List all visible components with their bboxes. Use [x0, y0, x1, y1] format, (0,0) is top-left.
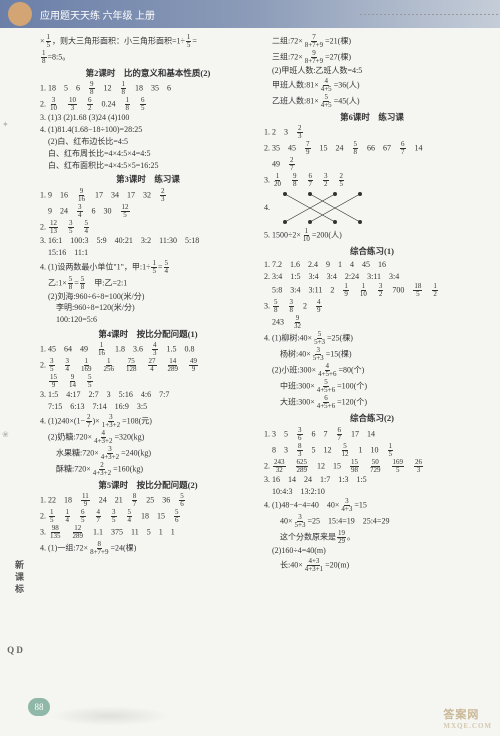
- text-line: 3. 58 38 2 49: [264, 299, 480, 314]
- text-line: 中班:300×54+5+6=100(个): [264, 379, 480, 394]
- text-line: 3. (1)3 (2)1.68 (3)24 (4)100: [40, 113, 256, 124]
- text-line: 100:120=5:6: [40, 315, 256, 326]
- text-line: 7:15 6:13 7:14 16:9 3:5: [40, 402, 256, 413]
- text-line: 8 3 83 5 12 512 1 10 15: [264, 443, 480, 458]
- text-line: 长:40×4+34+3+1=20(m): [264, 558, 480, 573]
- text-line: 3. 120 98 67 32 25: [264, 173, 480, 188]
- text-line: 2. 15 14 65 47 35 54 18 15 56: [40, 509, 256, 524]
- text-line: (2)白、红布边长比=4:5: [40, 137, 256, 148]
- left-tab-label: 新课标: [4, 560, 26, 596]
- section-title: 第5课时 按比分配问题(2): [40, 480, 256, 491]
- deco-icon: ✦: [2, 120, 32, 150]
- text-line: (2)160÷4=40(m): [264, 546, 480, 557]
- text-line: 243 932: [264, 315, 480, 330]
- text-line: 1. 3 5 36 6 7 67 17 14: [264, 427, 480, 442]
- text-line: 三组:72×98+7+9=27(棵): [264, 50, 480, 65]
- text-line: 2. 24332 625289 12 15 1598 50729 1695 26…: [264, 459, 480, 474]
- text-line: 2. 35 34 1169 1256 75128 274 14289 499: [40, 358, 256, 373]
- text-line: 5:8 3:4 3:11 2 19 110 32 700 185 12: [264, 283, 480, 298]
- text-line: 4. (1)一组:72×88+7+9=24(棵): [40, 541, 256, 556]
- text-line: 40×35+3=25 15:4=19 25:4=29: [264, 514, 480, 529]
- text-line: 二组:72×78+7+9=21(棵): [264, 34, 480, 49]
- text-line: 乙:1×58=58 甲:乙=2:1: [40, 276, 256, 291]
- text-line: 4. (1)81.4(1.68−18÷100)=28:25: [40, 125, 256, 136]
- text-line: 酥糖:720×24+3+2=160(kg): [40, 462, 256, 477]
- text-line: 2. 1213 35 54: [40, 220, 256, 235]
- header-title: 应用题天天练 六年级 上册: [40, 7, 155, 22]
- mascot-icon: [8, 2, 32, 26]
- text-line: (2)刘海:960÷6÷8=100(米/分): [40, 292, 256, 303]
- matching-diagram: [280, 189, 370, 227]
- section-title: 第4课时 按比分配问题(1): [40, 329, 256, 340]
- text-line: 3. 1:5 4:17 2:7 3 5:16 4:6 7:7: [40, 390, 256, 401]
- text-line: 这个分数原来是1929。: [264, 530, 480, 545]
- text-line: 5. 1500÷2×110=200(人): [264, 228, 480, 243]
- left-column: ×15，则大三角形面积：小三角形面积=1÷15= 18=8:5。 第2课时 比的…: [40, 34, 256, 574]
- content-area: ×15，则大三角形面积：小三角形面积=1÷15= 18=8:5。 第2课时 比的…: [0, 28, 500, 580]
- watermark: 答案网 MXQE.COM: [443, 706, 492, 730]
- text-line: 3. 98135 12289 1.1 375 11 5 1 1: [40, 525, 256, 540]
- text-line: 4. (1)48−4−4=40 40×34+3=15: [264, 498, 480, 513]
- text-line: (2)甲班人数:乙班人数=4:5: [264, 66, 480, 77]
- text-line: 4. (1)240×(1−27)×31+3+2=108(元): [40, 414, 256, 429]
- text-line: 李明:960÷8=120(米/分): [40, 303, 256, 314]
- text-line: 白、红布周长比=4×4:5×4=4:5: [40, 149, 256, 160]
- text-line: 1. 22 18 119 24 21 87 25 36 56: [40, 493, 256, 508]
- text-line: 大班:300×64+5+6=120(个): [264, 395, 480, 410]
- text-line: 4. (1)柳树:40×55+3=25(棵): [264, 331, 480, 346]
- text-line: 甲班人数:81×44+5=36(人): [264, 78, 480, 93]
- text-line: 9 24 34 6 30 125: [40, 204, 256, 219]
- text-line: 乙班人数:81×54+5=45(人): [264, 94, 480, 109]
- section-title: 综合练习(1): [264, 246, 480, 257]
- section-title: 第2课时 比的意义和基本性质(2): [40, 68, 256, 79]
- text-line: 10:4:3 13:2:10: [264, 487, 480, 498]
- text-line: 15:16 11:1: [40, 248, 256, 259]
- deco-icon-2: ❀: [2, 430, 32, 460]
- left-tab-sub: Q D: [6, 645, 24, 656]
- text-line: 1. 9 16 916 17 34 17 32 23: [40, 188, 256, 203]
- text-line: 白、红布面积比=4×4:5×5=16:25: [40, 161, 256, 172]
- text-line: 18=8:5。: [40, 50, 256, 65]
- text-line: 杨树:40×35+3=15(棵): [264, 347, 480, 362]
- text-line: 3. 16 14 24 1:7 1:3 1:5: [264, 475, 480, 486]
- bottom-smudge: [50, 706, 170, 726]
- text-line: 1. 2 3 23: [264, 125, 480, 140]
- text-line: 2. 310 103 62 0.24 18 65: [40, 97, 256, 112]
- section-title: 综合练习(2): [264, 413, 480, 424]
- text-line: 水果糖:720×34+3+2=240(kg): [40, 446, 256, 461]
- right-column: 二组:72×78+7+9=21(棵) 三组:72×98+7+9=27(棵) (2…: [264, 34, 480, 574]
- text-line: 159 914 55: [40, 374, 256, 389]
- section-title: 第6课时 练习课: [264, 112, 480, 123]
- text-line: (2)小班:300×44+5+6=80(个): [264, 363, 480, 378]
- page-header: 应用题天天练 六年级 上册: [0, 0, 500, 28]
- text-line: 1. 45 64 49 116 1.8 3.6 43 1.5 0.8: [40, 342, 256, 357]
- section-title: 第3课时 练习课: [40, 174, 256, 185]
- text-line: (2)奶糖:720×44+3+2=320(kg): [40, 430, 256, 445]
- text-line: 1. 18 5 6 98 12 18 18 35 6: [40, 81, 256, 96]
- text-line: ×15，则大三角形面积：小三角形面积=1÷15=: [40, 34, 256, 49]
- text-line: 1. 7.2 1.6 2.4 9 1 4 45 16: [264, 260, 480, 271]
- text-line: 4.: [264, 189, 480, 227]
- text-line: 4. (1)设两数最小单位"1"，甲:1÷15=54: [40, 260, 256, 275]
- page-number: 88: [28, 698, 50, 716]
- text-line: 2. 3:4 1:5 3:4 3:4 2:24 3:11 3:4: [264, 272, 480, 283]
- text-line: 49 27: [264, 157, 480, 172]
- text-line: 2. 35 45 79 15 24 58 66 67 67 14: [264, 141, 480, 156]
- text-line: 3. 16:1 100:3 5:9 40:21 3:2 11:30 5:18: [40, 236, 256, 247]
